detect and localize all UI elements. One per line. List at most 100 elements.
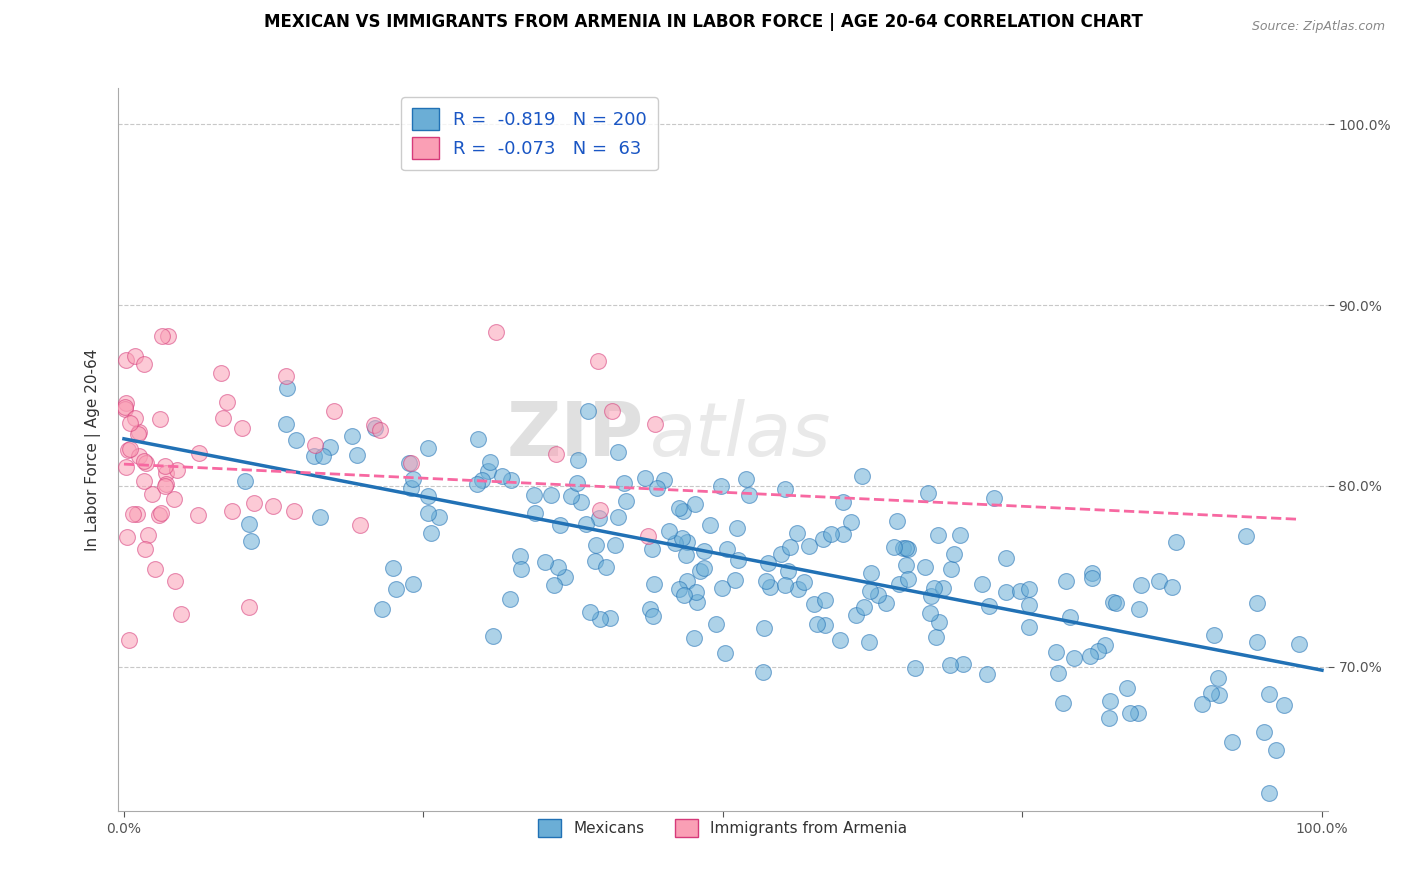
Point (283, 504, 305, 518)
Point (533, 555, 555, 569)
Point (904, 661, 927, 675)
Point (166, 463, 188, 477)
Point (117, 443, 139, 458)
Point (471, 473, 494, 487)
Point (605, 538, 627, 552)
Point (399, 456, 422, 470)
Point (1128, 602, 1150, 616)
Point (1288, 637, 1310, 651)
Point (668, 500, 690, 515)
Point (209, 366, 232, 380)
Y-axis label: In Labor Force | Age 20-64: In Labor Force | Age 20-64 (86, 349, 101, 551)
Point (155, 477, 177, 491)
Point (859, 584, 882, 599)
Point (643, 609, 665, 624)
Point (485, 325, 508, 339)
Point (756, 556, 779, 570)
Point (1161, 581, 1184, 595)
Point (115, 353, 138, 368)
Point (149, 506, 172, 520)
Point (118, 416, 141, 430)
Point (231, 421, 253, 435)
Point (1257, 786, 1279, 800)
Point (149, 412, 172, 426)
Point (634, 470, 657, 484)
Point (637, 529, 659, 543)
Point (1087, 643, 1109, 657)
Point (363, 421, 385, 435)
Point (1191, 698, 1213, 712)
Point (693, 544, 716, 558)
Point (132, 454, 155, 468)
Point (363, 418, 385, 433)
Point (776, 564, 799, 578)
Point (683, 497, 706, 511)
Point (787, 582, 810, 597)
Point (134, 541, 156, 556)
Point (875, 596, 897, 610)
Point (641, 542, 664, 557)
Point (276, 381, 298, 395)
Point (560, 489, 582, 503)
Point (994, 551, 1017, 566)
Point (685, 584, 707, 599)
Point (589, 502, 612, 516)
Point (1063, 651, 1085, 665)
Point (779, 540, 801, 554)
Point (114, 396, 136, 410)
Point (672, 503, 695, 517)
Point (952, 657, 974, 672)
Point (419, 526, 441, 541)
Point (368, 423, 391, 437)
Point (828, 632, 851, 647)
Point (170, 607, 193, 622)
Point (416, 506, 439, 520)
Point (319, 440, 342, 454)
Point (547, 559, 569, 574)
Point (1081, 566, 1104, 580)
Point (1098, 711, 1121, 725)
Text: ZIP: ZIP (508, 399, 644, 472)
Point (939, 562, 962, 576)
Point (401, 481, 423, 495)
Point (599, 611, 621, 625)
Point (1078, 648, 1101, 663)
Point (1246, 596, 1268, 610)
Point (1102, 595, 1125, 609)
Point (734, 472, 756, 486)
Point (349, 518, 371, 533)
Point (671, 531, 693, 545)
Point (115, 530, 138, 544)
Point (860, 566, 883, 581)
Point (583, 554, 606, 568)
Point (498, 591, 520, 606)
Point (1272, 698, 1295, 712)
Point (163, 492, 186, 507)
Point (803, 597, 825, 611)
Point (134, 357, 156, 371)
Point (983, 491, 1005, 505)
Point (897, 541, 920, 556)
Point (949, 528, 972, 542)
Point (1208, 688, 1230, 702)
Point (323, 403, 346, 417)
Point (120, 442, 142, 457)
Point (523, 488, 546, 502)
Point (346, 448, 368, 462)
Point (118, 632, 141, 647)
Point (1264, 743, 1286, 757)
Point (970, 576, 993, 591)
Point (565, 475, 588, 490)
Point (385, 582, 408, 596)
Point (814, 618, 837, 632)
Point (501, 473, 523, 487)
Point (595, 560, 617, 574)
Point (1253, 724, 1275, 739)
Point (853, 599, 876, 614)
Point (675, 549, 697, 563)
Point (868, 588, 890, 602)
Point (569, 494, 592, 508)
Point (1081, 571, 1104, 585)
Point (523, 506, 546, 520)
Point (554, 570, 576, 584)
